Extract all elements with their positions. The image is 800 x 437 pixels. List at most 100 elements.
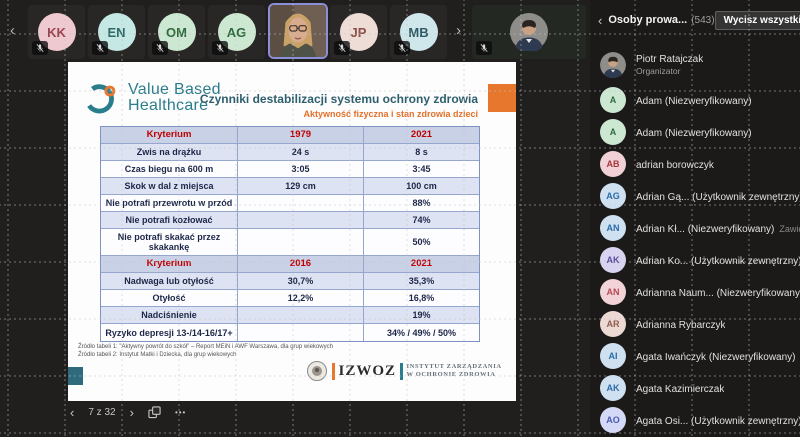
cell: 34% / 49% / 50%	[386, 327, 457, 338]
table-header-row: Kryterium 1979 2021	[101, 127, 479, 144]
table-row: Ryzyko depresji 13-/14-16/17+ 34% / 49% …	[101, 324, 479, 341]
mic-muted-icon	[152, 41, 168, 55]
avatar-initials: AK	[600, 375, 626, 401]
list-item-organizer[interactable]: Piotr Ratajczak Organizator	[590, 46, 800, 84]
izwoz-seal-icon	[307, 361, 327, 381]
avatar-initials: A	[600, 87, 626, 113]
participant-name: Piotr Ratajczak	[636, 54, 704, 65]
table-row: Skok w dal z miejsca 129 cm 100 cm	[101, 178, 479, 195]
participant-name: Agata Osi... (Użytkownik zewnętrzny)	[636, 416, 800, 427]
speaker-video-frame	[270, 5, 326, 57]
criteria-table: Kryterium 1979 2021 Zwis na drążku 24 s …	[100, 126, 480, 342]
mic-muted-icon	[476, 41, 492, 55]
cell: 19%	[364, 307, 479, 324]
strip-next-icon[interactable]: ›	[456, 22, 461, 39]
table-row: Nie potrafi skakać przez skakankę 50%	[101, 229, 479, 256]
list-item[interactable]: AN Adrian Kł... (Niezweryfikowany) Zawies…	[590, 212, 800, 244]
participant-list: Piotr Ratajczak Organizator A Adam (Niez…	[590, 46, 800, 437]
cell: Nie potrafi kozłować	[101, 212, 238, 229]
list-item[interactable]: AB adrian borowczyk	[590, 148, 800, 180]
list-item[interactable]: AO Agata Osi... (Użytkownik zewnętrzny)	[590, 404, 800, 436]
avatar-initials: AK	[600, 247, 626, 273]
table-row: Nie potrafi przewrotu w przód 88%	[101, 195, 479, 212]
participant-name: adrian borowczyk	[636, 160, 714, 171]
participant-name: Adrian Ko... (Użytkownik zewnętrzny)	[636, 256, 800, 267]
participant-tile-om[interactable]: OM	[148, 5, 205, 59]
slide-subtitle: Aktywność fizyczna i stan zdrowia dzieci	[303, 109, 478, 119]
participant-name: Adrianna Naum... (Niezweryfikowany)	[636, 288, 800, 299]
teal-accent-square	[68, 367, 83, 385]
header-cell: 2016	[238, 256, 364, 273]
participant-name: Agata Kazimierczak	[636, 384, 725, 395]
table-row: Nadciśnienie 19%	[101, 307, 479, 324]
institute-name-line2: W OCHRONIE ZDROWIA	[406, 371, 496, 378]
header-cell: Kryterium	[101, 256, 238, 273]
mic-muted-icon	[32, 41, 48, 55]
orange-accent-square	[488, 84, 516, 112]
cell: 129 cm	[238, 178, 364, 195]
avatar-initials: AN	[600, 215, 626, 241]
list-item[interactable]: AN Adrianna Naum... (Niezweryfikowany)	[590, 276, 800, 308]
orange-divider-bar	[332, 362, 335, 380]
table-row: Nadwaga lub otyłość 30,7% 35,3%	[101, 273, 479, 290]
participant-name: Adrian Gą... (Użytkownik zewnętrzny)	[636, 192, 800, 203]
avatar-photo	[600, 52, 626, 78]
mute-all-button[interactable]: Wycisz wszystkich	[714, 10, 800, 30]
list-item[interactable]: A Adam (Niezweryfikowany)	[590, 84, 800, 116]
strip-prev-icon[interactable]: ‹	[10, 22, 15, 39]
teal-divider-bar	[400, 362, 403, 380]
participant-status-badge: Zawiesz	[779, 224, 800, 234]
mic-muted-icon	[394, 41, 410, 55]
cell: Nadwaga lub otyłość	[101, 273, 238, 290]
avatar-initials: AB	[600, 151, 626, 177]
cell	[238, 307, 364, 324]
slide-title: Czynniki destabilizacji systemu ochrony …	[199, 92, 478, 106]
participants-panel: ‹ Osoby prowa... (543) Wycisz wszystkich…	[590, 0, 800, 437]
mic-muted-icon	[334, 41, 350, 55]
participant-name: Adam (Niezweryfikowany)	[636, 128, 752, 139]
active-speaker-video-tile[interactable]	[268, 3, 328, 59]
cell: Skok w dal z miejsca	[101, 178, 238, 195]
list-item[interactable]: AR Adrianna Rybarczyk	[590, 308, 800, 340]
list-item[interactable]: AK Agata Kazimierczak	[590, 372, 800, 404]
participant-tile-en[interactable]: EN	[88, 5, 145, 59]
cell: 12,2%	[238, 290, 364, 307]
cell: Zwis na drążku	[101, 144, 238, 161]
cell: 88%	[364, 195, 479, 212]
participant-tile-ag[interactable]: AG	[208, 5, 265, 59]
avatar-initials: AI	[600, 343, 626, 369]
avatar-initials: AR	[600, 311, 626, 337]
next-slide-button[interactable]: ›	[129, 405, 134, 420]
cell	[238, 324, 364, 341]
source-footnote-2: Źródło tabeli 2: Instytut Matki i Dzieck…	[78, 352, 237, 358]
previous-slide-button[interactable]: ‹	[70, 405, 75, 420]
participant-tile-jp[interactable]: JP	[330, 5, 387, 59]
izwoz-footer-logo: IZWOZ INSTYTUT ZARZĄDZANIA W OCHRONIE ZD…	[306, 360, 502, 382]
header-cell: 2021	[364, 256, 479, 273]
avatar-initials: AN	[600, 279, 626, 305]
table-row: Otyłość 12,2% 16,8%	[101, 290, 479, 307]
cell	[238, 229, 364, 256]
slides-overview-icon[interactable]	[148, 406, 161, 419]
participant-name: Adam (Niezweryfikowany)	[636, 96, 752, 107]
list-item[interactable]: AG Adrian Gą... (Użytkownik zewnętrzny)	[590, 180, 800, 212]
cell: 16,8%	[364, 290, 479, 307]
panel-back-icon[interactable]: ‹	[598, 12, 603, 28]
izwoz-acronym: IZWOZ	[338, 362, 397, 379]
cell: Nie potrafi skakać przez skakankę	[101, 229, 238, 256]
list-item[interactable]: A Adam (Niezweryfikowany)	[590, 116, 800, 148]
participant-name: Adrian Kł... (Niezweryfikowany)	[636, 224, 775, 235]
participant-tile-kk[interactable]: KK	[28, 5, 85, 59]
list-item[interactable]: AK Adrian Ko... (Użytkownik zewnętrzny)	[590, 244, 800, 276]
more-options-button[interactable]: •••	[174, 408, 187, 417]
participant-tile-photo[interactable]	[472, 5, 586, 59]
list-item[interactable]: AI Agata Iwańczyk (Niezweryfikowany)	[590, 340, 800, 372]
table-row: Czas biegu na 600 m 3:05 3:45	[101, 161, 479, 178]
avatar-initials: AO	[600, 407, 626, 433]
table-header-row: Kryterium 2016 2021	[101, 256, 479, 273]
header-cell: 1979	[238, 127, 364, 144]
cell: 30,7%	[238, 273, 364, 290]
table-row: Zwis na drążku 24 s 8 s	[101, 144, 479, 161]
participant-tile-mb[interactable]: MB	[390, 5, 447, 59]
cell: 74%	[364, 212, 479, 229]
